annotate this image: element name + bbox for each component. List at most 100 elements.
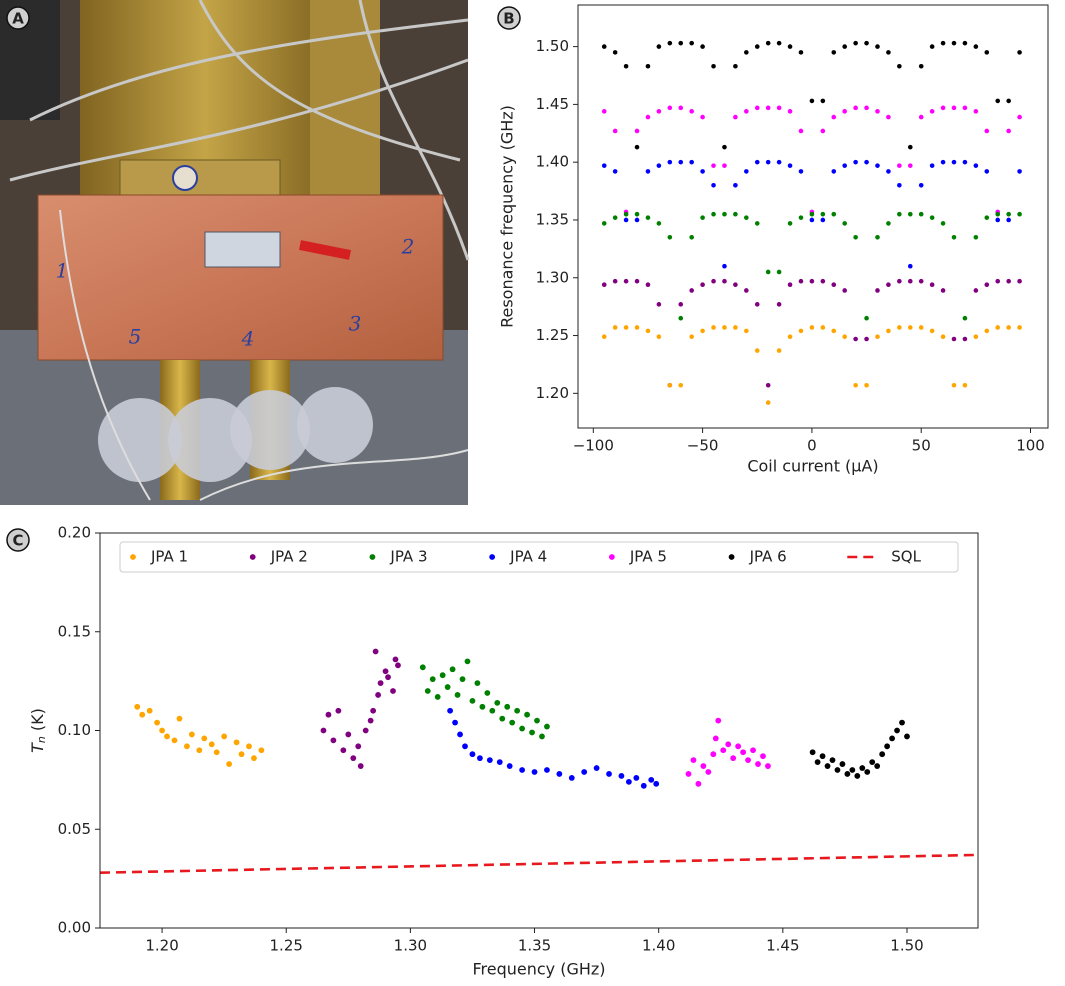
point <box>899 719 905 726</box>
y-tick-label: 0.15 <box>58 622 91 640</box>
point <box>765 400 771 405</box>
point <box>534 717 540 724</box>
point <box>984 50 990 55</box>
point <box>459 676 466 683</box>
point <box>754 348 760 353</box>
panel-label: B <box>497 6 521 30</box>
point <box>367 717 374 724</box>
point <box>907 211 913 217</box>
point <box>984 282 990 287</box>
point <box>842 334 847 339</box>
point <box>375 692 381 698</box>
x-tick-label: 1.40 <box>642 937 675 955</box>
point <box>798 50 804 55</box>
point <box>842 44 847 49</box>
point <box>618 773 625 779</box>
point <box>820 217 826 223</box>
point <box>874 763 881 769</box>
point <box>894 727 900 734</box>
point <box>370 707 377 714</box>
x-tick-label: 1.30 <box>394 937 427 955</box>
y-axis-subscript: n <box>35 736 48 743</box>
point <box>740 749 747 756</box>
point <box>335 707 342 714</box>
point <box>176 715 183 722</box>
point <box>188 731 195 738</box>
point <box>940 105 946 111</box>
point <box>809 325 815 330</box>
point <box>765 763 771 769</box>
legend-swatch <box>728 554 735 560</box>
point <box>392 656 399 663</box>
legend-swatch <box>130 554 136 560</box>
point <box>634 211 640 217</box>
point <box>722 163 727 168</box>
point <box>951 159 957 165</box>
point <box>864 769 871 775</box>
point <box>452 719 458 726</box>
point <box>842 288 847 293</box>
point <box>544 767 550 773</box>
point <box>656 334 662 339</box>
point <box>722 263 727 269</box>
point <box>645 63 651 69</box>
point <box>995 98 1001 104</box>
point <box>755 761 761 767</box>
y-tick-label: 1.50 <box>536 37 569 55</box>
legend-label: JPA 2 <box>270 548 308 566</box>
point <box>929 44 935 49</box>
point <box>744 109 749 114</box>
legend-swatch <box>608 554 615 560</box>
point <box>159 727 165 734</box>
point <box>951 336 957 342</box>
point <box>831 114 837 120</box>
point <box>940 40 946 46</box>
point <box>710 751 717 758</box>
point <box>918 211 924 217</box>
point <box>139 711 146 718</box>
point <box>918 63 924 69</box>
point <box>897 278 902 284</box>
point <box>634 325 640 330</box>
y-tick-label: 0.20 <box>58 524 91 542</box>
legend-swatch <box>489 554 496 560</box>
point <box>995 217 1001 223</box>
point <box>940 221 946 226</box>
point <box>809 278 815 284</box>
legend-label: JPA 1 <box>150 548 188 566</box>
point <box>226 761 233 767</box>
point <box>725 741 732 748</box>
point <box>820 98 826 104</box>
point <box>484 690 491 696</box>
point <box>601 282 607 287</box>
point <box>875 109 880 114</box>
point <box>744 288 749 293</box>
point <box>787 221 793 226</box>
point <box>889 735 895 742</box>
point <box>819 753 826 760</box>
point <box>798 215 804 220</box>
y-tick-label: 1.40 <box>536 153 569 171</box>
point <box>634 217 640 223</box>
point <box>208 741 215 748</box>
point <box>496 759 503 765</box>
point <box>754 159 760 165</box>
point <box>733 282 738 287</box>
point <box>711 63 716 69</box>
point <box>984 128 990 134</box>
point <box>164 733 170 740</box>
point <box>623 278 629 284</box>
point <box>824 763 831 769</box>
panel-letter: C <box>12 532 23 550</box>
point <box>678 315 684 321</box>
point <box>853 336 858 342</box>
point <box>640 782 647 789</box>
point <box>601 109 607 114</box>
point <box>733 114 738 120</box>
point <box>1006 217 1011 223</box>
point <box>995 325 1001 330</box>
panel-badge <box>6 528 30 552</box>
point <box>776 105 782 111</box>
point <box>469 751 476 758</box>
